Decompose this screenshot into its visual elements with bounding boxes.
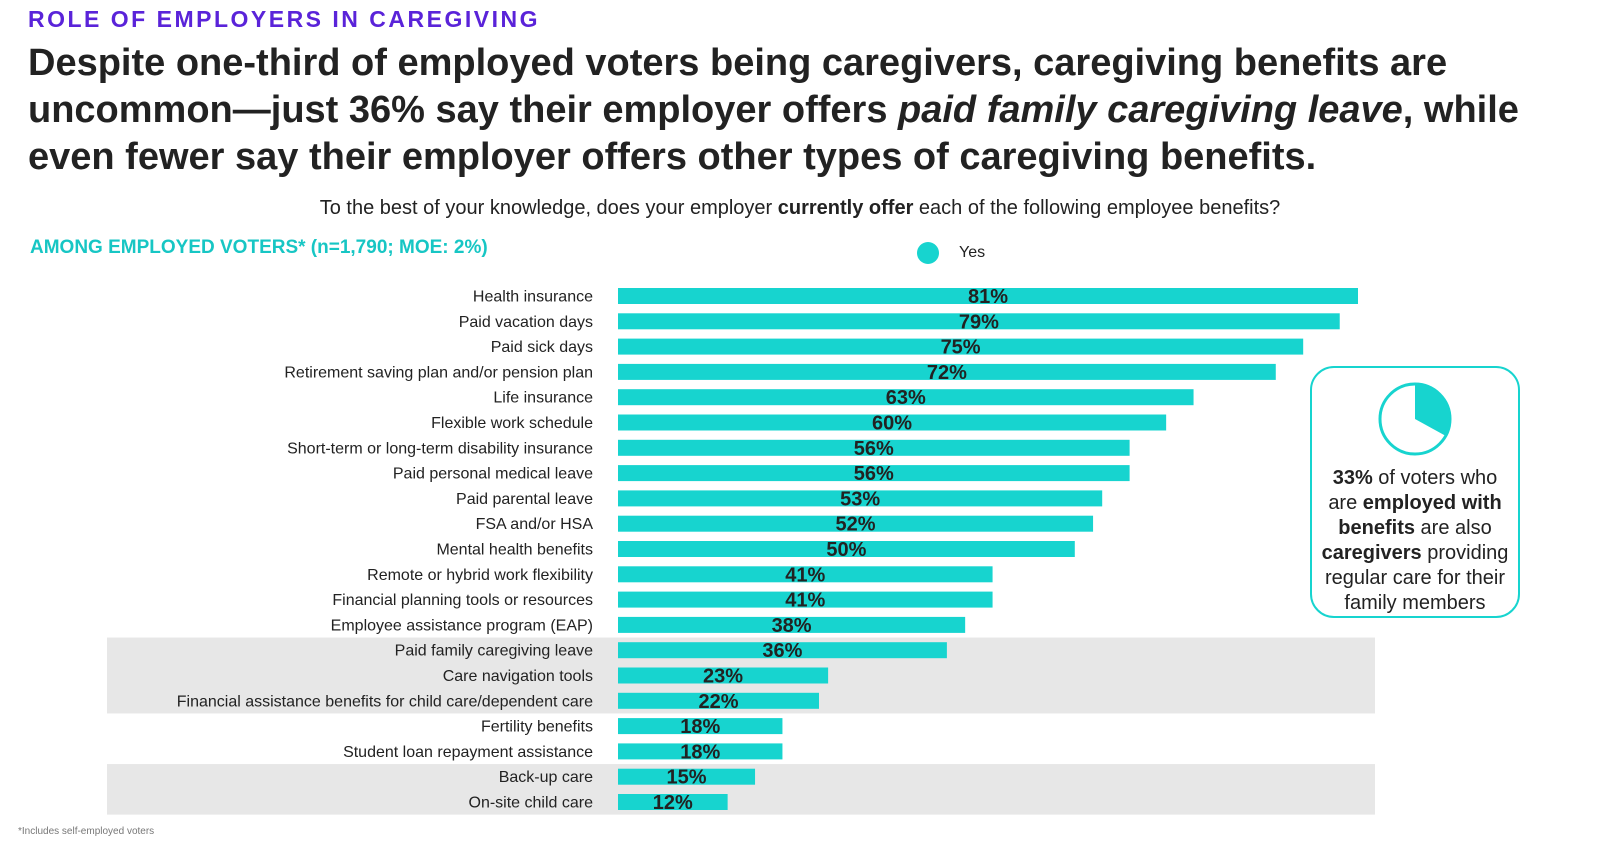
callout-text-3: providing regular care for their family … bbox=[1324, 542, 1509, 614]
category-label: Back-up care bbox=[499, 769, 593, 786]
category-label: Paid sick days bbox=[491, 339, 593, 356]
pie-icon-slice bbox=[1415, 384, 1450, 436]
chart-legend: Yes bbox=[917, 241, 985, 265]
bar bbox=[618, 288, 1358, 304]
callout-box: 33% of voters who are employed with bene… bbox=[1310, 366, 1520, 618]
bar bbox=[618, 541, 1075, 557]
headline-part1: Despite one-third of employed voters bei… bbox=[28, 42, 1448, 131]
bar bbox=[618, 338, 1304, 355]
value-label: 79% bbox=[959, 311, 999, 333]
bar bbox=[618, 692, 819, 709]
question-before: To the best of your knowledge, does your… bbox=[319, 197, 778, 219]
category-label: On-site child care bbox=[469, 795, 594, 812]
value-label: 72% bbox=[927, 362, 967, 384]
value-label: 56% bbox=[854, 438, 894, 460]
bar bbox=[618, 389, 1194, 406]
bar bbox=[618, 313, 1340, 330]
bar bbox=[618, 667, 829, 684]
category-label: Paid family caregiving leave bbox=[395, 643, 593, 660]
callout-text-2: are also bbox=[1414, 517, 1492, 539]
bar bbox=[618, 515, 1094, 532]
pie-icon bbox=[1378, 382, 1452, 456]
legend-label: Yes bbox=[959, 244, 986, 261]
bar bbox=[618, 439, 1130, 456]
question-after: each of the following employee benefits? bbox=[913, 197, 1281, 219]
category-label: FSA and/or HSA bbox=[476, 516, 594, 533]
bar bbox=[618, 616, 966, 633]
value-label: 18% bbox=[680, 716, 720, 738]
category-label: Life insurance bbox=[493, 390, 593, 407]
bar bbox=[618, 794, 728, 810]
bar bbox=[618, 566, 993, 583]
value-label: 36% bbox=[762, 640, 802, 662]
category-label: Employee assistance program (EAP) bbox=[331, 617, 593, 634]
question-emphasis: currently offer bbox=[777, 197, 914, 219]
value-label: 22% bbox=[698, 691, 738, 713]
bar bbox=[618, 465, 1130, 482]
category-label: Financial assistance benefits for child … bbox=[177, 693, 593, 710]
category-label: Financial planning tools or resources bbox=[332, 592, 593, 609]
category-label: Student loan repayment assistance bbox=[343, 744, 593, 761]
value-label: 23% bbox=[703, 666, 743, 688]
bar bbox=[618, 591, 993, 608]
value-label: 53% bbox=[840, 488, 880, 510]
callout-text: 33% of voters who are employed with bene… bbox=[1318, 466, 1512, 616]
value-label: 60% bbox=[872, 413, 912, 435]
value-label: 38% bbox=[772, 615, 812, 637]
value-label: 41% bbox=[785, 564, 825, 586]
footnote: *Includes self-employed voters bbox=[18, 826, 155, 837]
headline: Despite one-third of employed voters bei… bbox=[28, 40, 1558, 181]
value-label: 15% bbox=[667, 767, 707, 789]
kicker-title: ROLE OF EMPLOYERS IN CAREGIVING bbox=[28, 6, 540, 32]
category-label: Health insurance bbox=[473, 289, 593, 306]
bar bbox=[618, 414, 1167, 431]
value-label: 50% bbox=[826, 539, 866, 561]
category-label: Short-term or long-term disability insur… bbox=[287, 440, 593, 457]
legend-swatch bbox=[917, 242, 939, 264]
bar bbox=[618, 743, 783, 760]
category-label: Paid vacation days bbox=[459, 314, 593, 331]
category-label: Paid personal medical leave bbox=[393, 466, 593, 483]
callout-pct: 33% bbox=[1332, 467, 1373, 489]
category-label: Paid parental leave bbox=[456, 491, 593, 508]
bar bbox=[618, 642, 947, 659]
category-label: Remote or hybrid work flexibility bbox=[367, 567, 593, 584]
bar bbox=[618, 718, 783, 735]
value-label: 41% bbox=[785, 590, 825, 612]
survey-question: To the best of your knowledge, does your… bbox=[0, 197, 1600, 220]
headline-part2: , while even fewer say their employer of… bbox=[28, 89, 1519, 178]
category-label: Fertility benefits bbox=[481, 719, 593, 736]
callout-text-1: of voters who are bbox=[1328, 467, 1498, 514]
bar bbox=[618, 768, 756, 785]
category-label: Flexible work schedule bbox=[431, 415, 593, 432]
value-label: 81% bbox=[968, 286, 1008, 308]
value-label: 63% bbox=[886, 387, 926, 409]
callout-bold-1: employed with benefits bbox=[1338, 492, 1502, 539]
category-label: Mental health benefits bbox=[436, 542, 593, 559]
callout-bold-2: caregivers bbox=[1321, 542, 1422, 564]
category-label: Care navigation tools bbox=[443, 668, 593, 685]
value-label: 18% bbox=[680, 741, 720, 763]
value-label: 52% bbox=[836, 514, 876, 536]
value-label: 56% bbox=[854, 463, 894, 485]
base-note: AMONG EMPLOYED VOTERS* (n=1,790; MOE: 2%… bbox=[30, 237, 488, 258]
bar bbox=[618, 490, 1103, 507]
value-label: 12% bbox=[653, 792, 693, 814]
category-label: Retirement saving plan and/or pension pl… bbox=[284, 364, 593, 381]
headline-emphasis: paid family caregiving leave bbox=[898, 89, 1403, 131]
bar bbox=[618, 363, 1276, 380]
value-label: 75% bbox=[941, 337, 981, 359]
